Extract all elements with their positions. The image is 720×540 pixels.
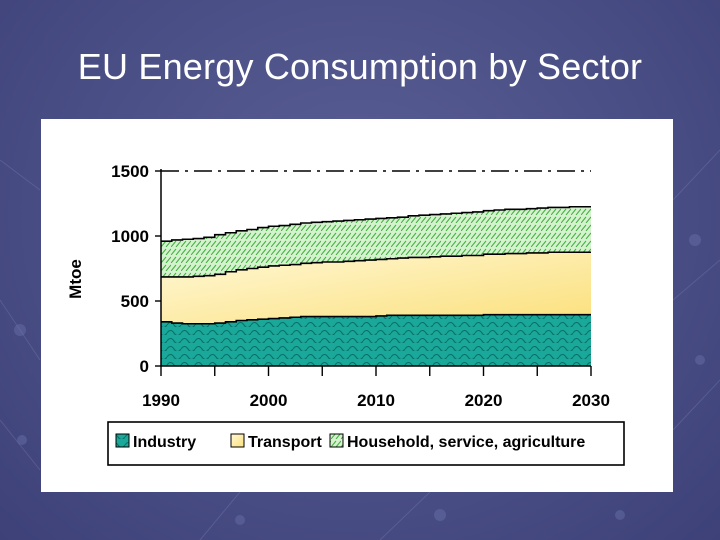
legend-swatch-industry — [115, 433, 130, 448]
legend-label-transport: Transport — [248, 434, 322, 451]
boundary-line-industry — [161, 313, 591, 325]
legend-label-industry: Industry — [133, 434, 196, 451]
area-household — [161, 206, 591, 277]
y-axis-title: Mtoe — [66, 259, 85, 299]
slide-title: EU Energy Consumption by Sector — [77, 46, 643, 87]
x-tick-label: 2010 — [357, 391, 395, 410]
legend-box — [107, 421, 625, 466]
area-transport — [161, 252, 591, 324]
y-tick-label: 1500 — [111, 162, 149, 181]
y-axis-label: Mtoe — [66, 259, 85, 299]
y-tick-label: 1000 — [111, 227, 149, 246]
x-tick-label: 2030 — [572, 391, 610, 410]
legend: Industry Transport Household, service, agr… — [107, 421, 625, 466]
x-tick-label: 2020 — [465, 391, 503, 410]
legend-swatch-household — [329, 433, 344, 448]
x-tick-label: 2000 — [250, 391, 288, 410]
x-tick-label: 1990 — [142, 391, 180, 410]
plot-area — [161, 170, 591, 366]
chart-panel: 0 500 1000 1500 1990 2000 2010 2020 2030 Mtoe In… — [41, 119, 673, 492]
axes: 0 500 1000 1500 1990 2000 2010 2020 2030 — [111, 162, 610, 410]
y-tick-label: 0 — [140, 357, 149, 376]
legend-label-household: Household, service, agriculture — [347, 434, 585, 451]
area-industry — [161, 314, 591, 366]
boundary-line-household — [161, 205, 591, 242]
boundary-line-transport — [161, 251, 591, 278]
y-tick-label: 500 — [121, 292, 149, 311]
stacked-area-chart: 0 500 1000 1500 1990 2000 2010 2020 2030 Mtoe In… — [66, 162, 625, 466]
legend-swatch-transport — [230, 433, 245, 448]
